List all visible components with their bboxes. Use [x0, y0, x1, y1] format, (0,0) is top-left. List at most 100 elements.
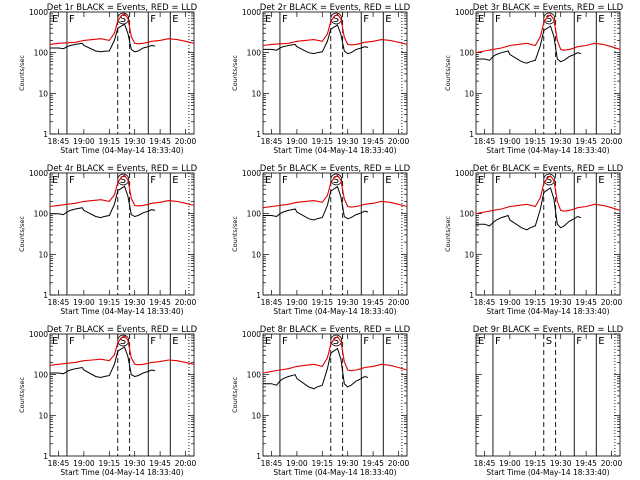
phase-marker-e: E — [265, 14, 271, 25]
sun-marker-circle — [117, 173, 130, 186]
x-tick-label: 19:00 — [286, 459, 308, 468]
chart-panel-2: Det 2r BLACK = Events, RED = LLD 1 10 100 10… — [231, 3, 411, 155]
phase-marker-e: E — [385, 14, 391, 25]
chart-panel-8: Det 8r BLACK = Events, RED = LLD 1 10 100 10… — [231, 325, 411, 477]
chart-title: Det 6r BLACK = Events, RED = LLD — [473, 164, 624, 174]
y-tick-label: 10 — [38, 250, 48, 259]
phase-marker-e: E — [265, 175, 271, 186]
x-tick-label: 19:30 — [124, 137, 146, 146]
y-axis-label: Counts/sec — [231, 55, 239, 91]
y-tick-label: 1000 — [29, 330, 48, 339]
phase-marker-e: E — [385, 175, 391, 186]
phase-marker-f: F — [495, 175, 501, 186]
y-axis-label: Counts/sec — [444, 216, 452, 252]
x-tick-label: 19:00 — [73, 298, 95, 307]
x-tick-label: 20:00 — [388, 459, 410, 468]
sun-marker-circle — [543, 173, 556, 186]
chart-title: Det 7r BLACK = Events, RED = LLD — [47, 325, 198, 335]
x-tick-label: 19:15 — [524, 298, 546, 307]
x-tick-label: 19:00 — [499, 137, 521, 146]
y-axis-label: Counts/sec — [231, 377, 239, 413]
phase-marker-e: E — [52, 336, 58, 347]
y-tick-label: 10 — [38, 89, 48, 98]
x-tick-label: 20:00 — [175, 298, 197, 307]
x-tick-label: 19:00 — [286, 298, 308, 307]
x-tick-label: 18:45 — [261, 459, 283, 468]
y-tick-label: 10 — [464, 89, 474, 98]
plot-frame — [262, 333, 408, 457]
plot-frame — [262, 172, 408, 296]
phase-marker-f: F — [282, 175, 288, 186]
x-tick-label: 19:15 — [311, 298, 333, 307]
series-lld — [475, 14, 621, 54]
phase-marker-s: S — [333, 175, 339, 186]
phase-marker-e: E — [598, 14, 604, 25]
series-lld — [262, 174, 408, 209]
sun-marker-circle — [330, 334, 343, 347]
x-tick-label: 18:45 — [474, 459, 496, 468]
phase-marker-e: E — [385, 336, 391, 347]
phase-marker-s: S — [546, 175, 552, 186]
x-tick-label: 19:00 — [73, 137, 95, 146]
series-events — [50, 185, 156, 219]
x-tick-label: 19:30 — [337, 137, 359, 146]
x-tick-label: 19:15 — [524, 459, 546, 468]
phase-marker-f: F — [69, 175, 75, 186]
plot-frame — [475, 11, 621, 135]
x-tick-label: 20:00 — [175, 459, 197, 468]
sun-marker-circle — [117, 12, 130, 25]
chart-panel-4: Det 4r BLACK = Events, RED = LLD 1 10 100 10… — [18, 164, 198, 316]
x-tick-label: 18:45 — [474, 298, 496, 307]
x-tick-label: 19:45 — [575, 459, 597, 468]
series-events — [476, 25, 582, 64]
y-axis-label: Counts/sec — [18, 55, 26, 91]
y-axis-label: Counts/sec — [18, 377, 26, 413]
y-tick-label: 1 — [43, 452, 48, 461]
chart-title: Det 8r BLACK = Events, RED = LLD — [260, 325, 411, 335]
x-tick-label: 20:00 — [601, 459, 623, 468]
phase-marker-f: F — [150, 336, 156, 347]
x-tick-label: 19:30 — [337, 459, 359, 468]
x-tick-label: 19:30 — [337, 298, 359, 307]
phase-marker-s: S — [546, 14, 552, 25]
x-tick-label: 19:15 — [98, 137, 120, 146]
phase-marker-f: F — [495, 336, 501, 347]
x-tick-label: 19:00 — [499, 298, 521, 307]
x-tick-label: 19:30 — [124, 298, 146, 307]
y-tick-label: 100 — [460, 49, 475, 58]
x-tick-label: 19:45 — [575, 298, 597, 307]
x-tick-label: 19:15 — [311, 459, 333, 468]
y-tick-label: 1 — [469, 130, 474, 139]
phase-marker-e: E — [52, 175, 58, 186]
x-tick-label: 19:45 — [149, 137, 171, 146]
plot-frame — [262, 11, 408, 135]
y-tick-label: 10 — [251, 89, 261, 98]
y-tick-label: 1 — [256, 130, 261, 139]
y-tick-label: 1 — [256, 291, 261, 300]
phase-marker-s: S — [120, 175, 126, 186]
phase-marker-e: E — [265, 336, 271, 347]
phase-marker-f: F — [150, 14, 156, 25]
y-tick-label: 1000 — [242, 8, 261, 17]
chart-panel-6: Det 6r BLACK = Events, RED = LLD 1 10 100 10… — [444, 164, 624, 316]
phase-marker-s: S — [333, 14, 339, 25]
phase-marker-e: E — [598, 175, 604, 186]
phase-marker-f: F — [150, 175, 156, 186]
chart-panel-1: Det 1r BLACK = Events, RED = LLD 1 10 100 10… — [18, 3, 198, 155]
phase-marker-e: E — [172, 175, 178, 186]
series-lld — [475, 175, 621, 215]
series-lld — [262, 335, 408, 374]
series-events — [476, 187, 582, 231]
y-tick-label: 1000 — [29, 169, 48, 178]
series-lld — [262, 13, 408, 47]
phase-marker-f: F — [282, 14, 288, 25]
phase-marker-e: E — [172, 14, 178, 25]
phase-marker-f: F — [363, 175, 369, 186]
y-tick-label: 100 — [34, 371, 49, 380]
phase-marker-f: F — [363, 336, 369, 347]
chart-title: Det 1r BLACK = Events, RED = LLD — [47, 3, 198, 13]
y-tick-label: 1 — [469, 291, 474, 300]
x-axis-label: Start Time (04-May-14 18:33:40) — [273, 307, 396, 316]
x-tick-label: 18:45 — [48, 298, 70, 307]
phase-marker-e: E — [478, 175, 484, 186]
